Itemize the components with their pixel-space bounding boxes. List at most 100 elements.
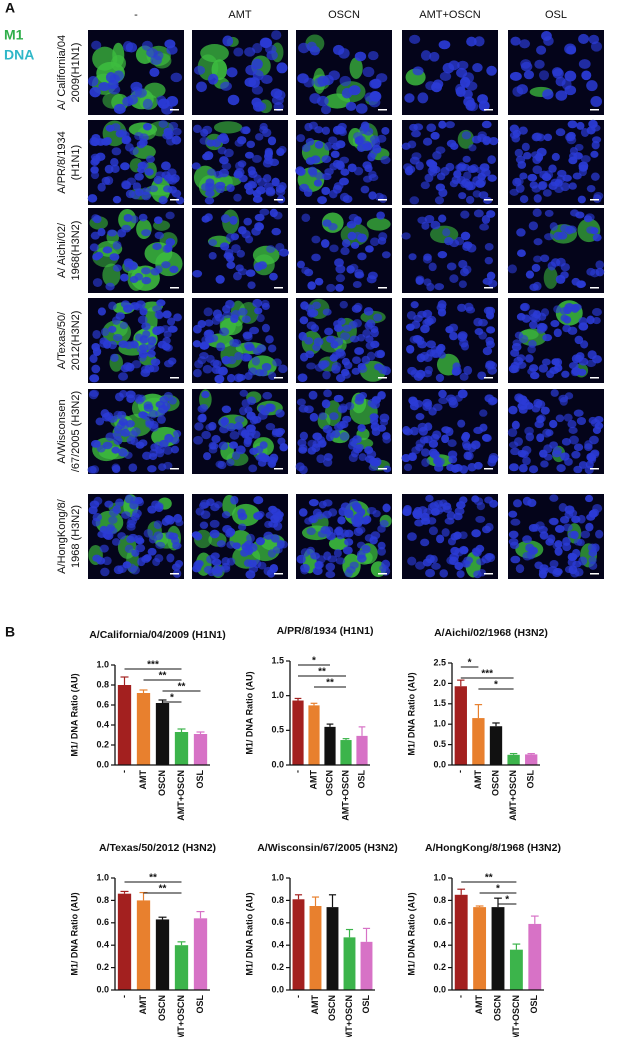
nucleus: [100, 567, 110, 577]
nucleus: [198, 413, 207, 423]
x-tick-label: AMT+OSCN: [508, 770, 518, 821]
significance-label: ***: [147, 660, 159, 671]
x-tick-label: -: [119, 770, 129, 773]
micrograph: [192, 389, 289, 474]
nucleus: [339, 75, 351, 87]
nucleus: [407, 140, 417, 149]
nucleus: [218, 168, 229, 178]
nucleus: [248, 367, 258, 376]
nucleus: [144, 168, 154, 176]
nucleus: [428, 526, 438, 536]
nucleus: [218, 133, 229, 142]
nucleus: [311, 235, 321, 244]
nucleus: [221, 511, 231, 519]
nucleus: [426, 123, 437, 132]
nucleus: [368, 463, 379, 472]
nucleus: [113, 425, 123, 434]
nucleus: [265, 335, 274, 344]
nucleus: [351, 518, 361, 528]
m1-signal: [92, 46, 118, 71]
nucleus: [429, 51, 440, 62]
nucleus: [459, 531, 468, 540]
nucleus: [263, 531, 274, 540]
nucleus: [92, 512, 103, 522]
nucleus: [168, 121, 179, 130]
error-bar: [120, 890, 129, 894]
significance-label: ***: [481, 669, 493, 680]
nucleus: [152, 305, 163, 313]
nucleus: [569, 146, 578, 156]
nucleus: [590, 172, 600, 181]
nucleus: [420, 538, 430, 547]
nucleus: [439, 71, 452, 81]
y-tick-label: 0.0: [271, 984, 284, 994]
nucleus: [344, 509, 354, 519]
nucleus: [117, 565, 127, 574]
nucleus: [564, 510, 574, 519]
chart-title: A/HongKong/8/1968 (H3N2): [425, 842, 561, 854]
nucleus: [308, 499, 319, 507]
nucleus: [542, 333, 553, 342]
nucleus: [193, 368, 202, 378]
significance-label: **: [178, 682, 186, 693]
micrograph: [87, 30, 184, 115]
nucleus: [115, 129, 125, 138]
nucleus: [378, 232, 388, 241]
nucleus: [192, 124, 202, 134]
nucleus: [245, 235, 254, 244]
nucleus: [233, 47, 244, 57]
nucleus: [572, 548, 581, 558]
y-tick-label: 0.0: [96, 984, 109, 994]
x-tick-label: OSL: [195, 995, 205, 1014]
micrograph: [402, 298, 498, 383]
nucleus: [254, 213, 265, 222]
nucleus: [475, 515, 486, 523]
nucleus: [568, 182, 577, 190]
nucleus: [422, 398, 432, 408]
nucleus: [509, 124, 520, 133]
nucleus: [158, 120, 168, 128]
nucleus: [266, 245, 276, 253]
nucleus: [462, 155, 471, 163]
nucleus: [322, 308, 332, 316]
nucleus: [157, 415, 166, 424]
significance-label: *: [496, 884, 500, 895]
nucleus: [220, 81, 232, 91]
nucleus: [381, 251, 391, 259]
nucleus: [243, 341, 254, 350]
nucleus: [429, 164, 438, 173]
nucleus: [439, 499, 448, 507]
nucleus: [320, 239, 330, 248]
micrograph: [402, 494, 498, 579]
nucleus: [301, 144, 311, 153]
nucleus: [588, 510, 598, 518]
bar: [340, 740, 352, 765]
nucleus: [444, 236, 454, 246]
nucleus: [206, 354, 215, 363]
significance-label: **: [318, 667, 326, 678]
nucleus: [240, 548, 249, 557]
column-header: -: [134, 9, 138, 21]
nucleus: [230, 495, 239, 505]
nucleus: [203, 307, 213, 317]
nucleus: [527, 345, 536, 354]
nucleus: [508, 537, 519, 546]
error-bar: [328, 894, 337, 908]
nucleus: [115, 498, 124, 508]
y-tick-label: 0.6: [96, 699, 109, 709]
nucleus: [112, 195, 122, 204]
significance-label: *: [468, 658, 472, 669]
nucleus: [255, 133, 264, 141]
nucleus: [594, 415, 604, 424]
nucleus: [267, 344, 277, 353]
scale-bar: [590, 377, 599, 379]
nucleus: [164, 360, 174, 368]
nucleus: [412, 66, 424, 76]
nucleus: [550, 320, 560, 328]
nucleus: [528, 221, 539, 231]
nucleus: [214, 374, 225, 384]
x-tick-label: OSCN: [492, 995, 502, 1021]
scale-bar: [170, 573, 179, 575]
error-bar: [294, 894, 303, 900]
nucleus: [299, 183, 310, 192]
